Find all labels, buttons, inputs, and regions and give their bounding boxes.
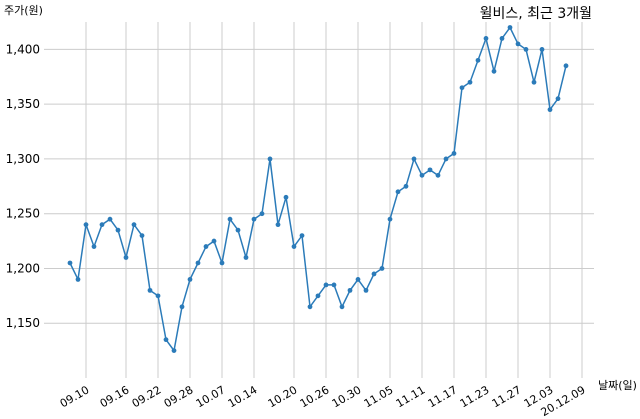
y-tick-label: 1,400 xyxy=(6,42,40,56)
data-point xyxy=(115,227,121,233)
data-point xyxy=(539,46,545,52)
data-point xyxy=(355,277,361,282)
data-point xyxy=(523,46,529,52)
y-tick-label: 1,150 xyxy=(6,316,40,330)
data-point xyxy=(331,282,337,288)
data-point xyxy=(91,244,97,249)
data-point xyxy=(99,222,105,228)
chart-title: 윌비스, 최근 3개월 xyxy=(480,6,592,22)
data-point xyxy=(547,107,553,113)
data-point xyxy=(83,222,89,228)
x-tick-label: 09.16 xyxy=(98,383,132,410)
data-point xyxy=(251,216,257,222)
x-tick-label: 11.11 xyxy=(394,383,428,410)
data-point xyxy=(283,194,289,200)
data-point xyxy=(459,85,465,91)
data-point xyxy=(75,277,81,282)
data-point xyxy=(307,304,313,310)
data-point xyxy=(259,211,265,217)
data-point xyxy=(515,41,521,47)
y-tick-label: 1,300 xyxy=(6,152,40,166)
data-point xyxy=(275,222,281,228)
x-tick-label: 11.17 xyxy=(426,383,460,410)
x-tick-label: 10.30 xyxy=(330,383,364,410)
data-point xyxy=(139,233,145,239)
data-point xyxy=(163,337,169,343)
data-point xyxy=(195,260,201,266)
y-tick-label: 1,200 xyxy=(6,261,40,275)
data-point xyxy=(107,216,113,222)
data-point xyxy=(203,244,209,249)
x-tick-label: 10.07 xyxy=(194,383,228,410)
data-point xyxy=(387,216,393,222)
data-point xyxy=(219,260,225,266)
data-point xyxy=(235,227,241,233)
x-tick-label: 11.05 xyxy=(362,383,396,410)
data-point xyxy=(131,222,137,228)
x-axis-label: 날짜(일) xyxy=(598,378,637,392)
data-point xyxy=(403,183,409,189)
y-tick-label: 1,350 xyxy=(6,97,40,111)
x-tick-label: 11.23 xyxy=(458,383,492,410)
data-point xyxy=(507,25,513,30)
data-point xyxy=(315,293,321,299)
data-point xyxy=(147,287,153,293)
data-point xyxy=(419,172,425,178)
data-point xyxy=(323,282,329,288)
data-point xyxy=(411,156,417,162)
series-line xyxy=(69,26,567,353)
data-point xyxy=(451,151,457,156)
data-point xyxy=(467,79,473,85)
y-axis-label: 주가(원) xyxy=(4,4,43,17)
y-ticks: 1,150 1,200 1,250 1,300 1,350 1,400 xyxy=(6,42,40,330)
data-point xyxy=(243,255,249,260)
data-point xyxy=(499,36,505,41)
grid xyxy=(44,22,594,378)
data-point xyxy=(187,277,193,282)
data-point xyxy=(379,266,385,271)
data-point xyxy=(435,172,441,178)
data-point xyxy=(67,260,73,266)
data-point xyxy=(347,287,353,293)
data-point xyxy=(443,156,449,162)
data-point xyxy=(299,233,305,239)
data-point xyxy=(227,216,233,222)
data-point xyxy=(171,348,177,354)
data-point xyxy=(531,79,537,85)
data-point xyxy=(179,304,185,310)
x-tick-label: 10.14 xyxy=(226,383,260,410)
x-tick-label: 09.10 xyxy=(58,383,92,410)
x-tick-label: 10.20 xyxy=(266,383,300,410)
data-point xyxy=(211,238,217,244)
x-tick-label: 10.26 xyxy=(298,383,332,410)
data-point xyxy=(427,167,433,173)
data-point xyxy=(339,304,345,310)
data-point xyxy=(291,244,297,249)
x-tick-label: 11.27 xyxy=(490,383,524,410)
x-tick-label: 09.22 xyxy=(130,383,164,410)
data-point xyxy=(563,63,569,69)
data-point xyxy=(363,287,369,293)
x-tick-label: 09.28 xyxy=(162,383,196,410)
data-point xyxy=(395,189,401,195)
series-points xyxy=(67,25,569,354)
data-point xyxy=(475,57,481,63)
data-point xyxy=(491,68,497,74)
data-point xyxy=(483,36,489,41)
data-point xyxy=(267,156,273,162)
data-point xyxy=(123,255,129,260)
data-point xyxy=(155,293,161,299)
y-tick-label: 1,250 xyxy=(6,207,40,221)
data-point xyxy=(555,96,561,102)
data-point xyxy=(371,271,377,277)
